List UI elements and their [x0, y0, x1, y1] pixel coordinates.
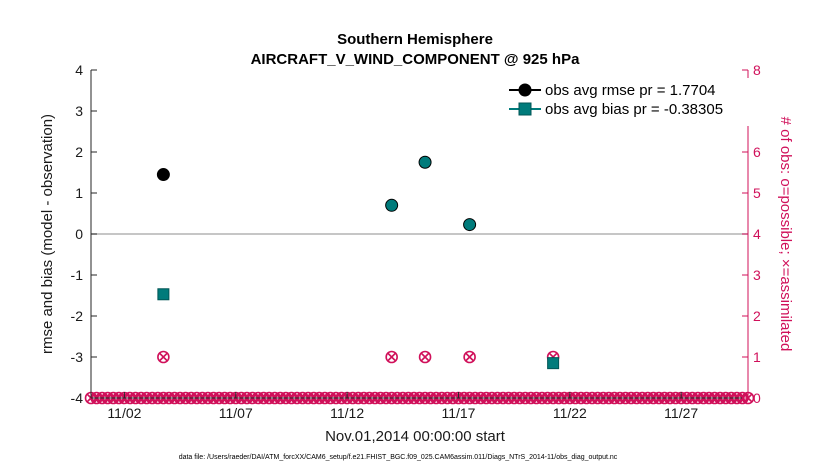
bias-marker — [157, 288, 170, 301]
obs-count-marker-circle — [418, 350, 432, 364]
legend-rmse-label: obs avg rmse pr = 1.7704 — [545, 82, 716, 99]
obs-count-marker-cross-b — [158, 352, 168, 362]
obs-count-marker — [385, 350, 398, 364]
y-right-tick-label: 6 — [753, 144, 761, 160]
obs-count-marker-circle — [385, 350, 398, 364]
y-right-tick-label: 3 — [753, 267, 761, 283]
rmse-marker — [156, 168, 170, 182]
x-tick-label: 11/02 — [107, 405, 141, 421]
y-right-tick-label: 0 — [753, 390, 761, 406]
x-tick-label: 11/12 — [330, 405, 364, 421]
y-left-tick-label: -2 — [71, 308, 84, 324]
y-right-tick-label: 8 — [753, 62, 761, 78]
legend-box — [500, 78, 762, 126]
bias-marker — [547, 357, 560, 370]
chart-title: Southern Hemisphere — [337, 31, 493, 48]
obs-count-marker-circle — [157, 350, 170, 364]
rmse-marker-teal — [385, 198, 399, 212]
x-tick-label: 11/22 — [553, 405, 587, 421]
y-right-tick-label: 4 — [753, 226, 761, 242]
obs-count-marker-cross-b — [420, 352, 430, 362]
x-axis-label: Nov.01,2014 00:00:00 start — [325, 428, 506, 445]
y-left-tick-label: 3 — [75, 103, 83, 119]
y-right-tick-label: 1 — [753, 349, 761, 365]
y-right-tick-label: 2 — [753, 308, 761, 324]
y-left-tick-label: -4 — [71, 390, 84, 406]
chart-subtitle: AIRCRAFT_V_WIND_COMPONENT @ 925 hPa — [251, 51, 581, 68]
y-left-tick-label: 0 — [75, 226, 83, 242]
rmse-marker-teal — [418, 155, 432, 169]
y-axis-left-label: rmse and bias (model - observation) — [39, 114, 56, 354]
obs-count-marker — [418, 350, 432, 364]
legend-bias-marker — [518, 102, 532, 116]
legend: obs avg rmse pr = 1.7704 obs avg bias pr… — [500, 78, 762, 126]
obs-count-marker-cross-b — [387, 352, 397, 362]
legend-bias-label: obs avg bias pr = -0.38305 — [545, 101, 723, 118]
y-left-tick-label: -3 — [71, 349, 84, 365]
y-axis-right-label: # of obs: o=possible; ×=assimilated — [777, 117, 794, 352]
x-tick-label: 11/07 — [219, 405, 253, 421]
obs-count-marker — [157, 350, 170, 364]
data-file-footnote: data file: /Users/raeder/DAI/ATM_forcXX/… — [179, 454, 618, 461]
y-right-tick-label: 5 — [753, 185, 761, 201]
obs-count-marker-cross-b — [465, 352, 475, 362]
obs-count-marker — [463, 350, 476, 364]
y-left-tick-label: 1 — [75, 185, 83, 201]
y-left-tick-label: 4 — [75, 62, 83, 78]
y-left-tick-label: 2 — [75, 144, 83, 160]
x-tick-label: 11/17 — [441, 405, 475, 421]
legend-rmse-marker — [518, 83, 532, 97]
rmse-marker-teal — [463, 218, 477, 232]
obs-count-marker-circle — [463, 350, 476, 364]
x-tick-label: 11/27 — [664, 405, 698, 421]
y-left-tick-label: -1 — [71, 267, 84, 283]
